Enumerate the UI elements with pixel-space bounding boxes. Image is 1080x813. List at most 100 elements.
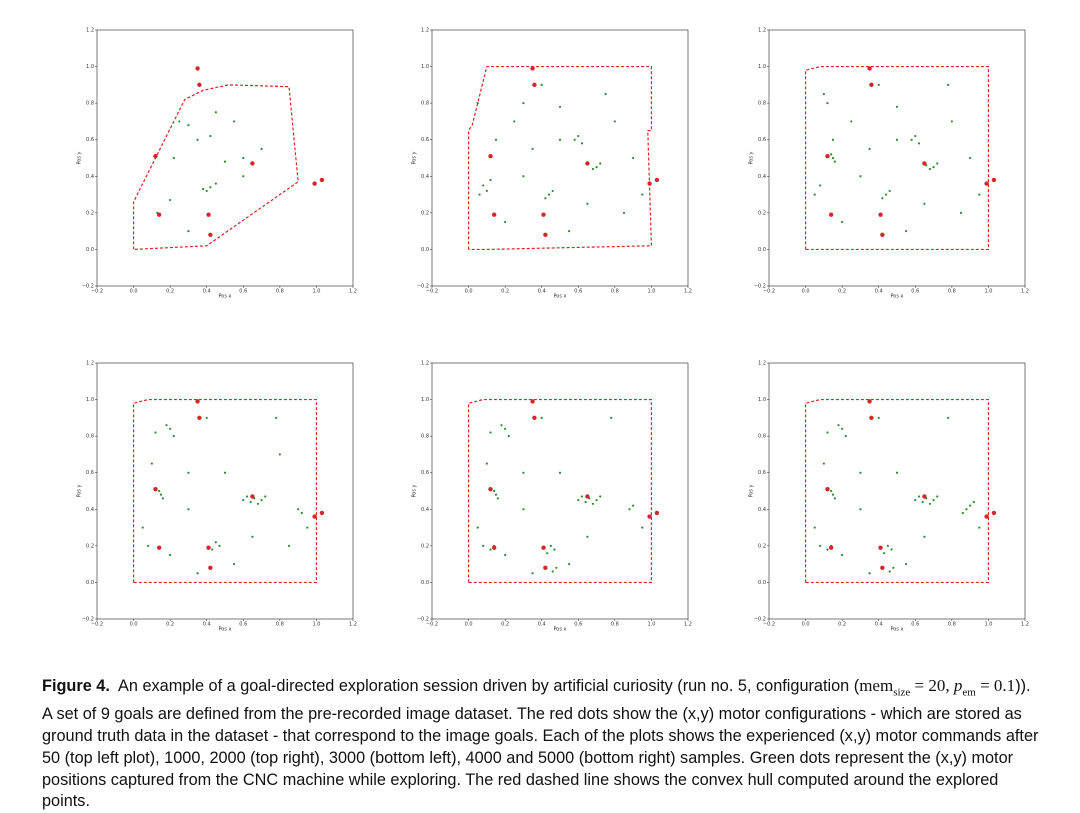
x-tick-label: 0.2 <box>838 622 846 628</box>
convex-hull <box>132 398 318 584</box>
y-tick-label: 0.6 <box>421 470 429 476</box>
y-tick-label: 0.6 <box>86 137 94 143</box>
goal-point <box>984 514 989 519</box>
explored-point <box>489 178 492 182</box>
explored-point <box>895 471 899 474</box>
y-tick-label: 1.0 <box>421 64 429 70</box>
explored-point <box>932 166 935 169</box>
y-tick-label: 0.8 <box>86 101 94 107</box>
explored-point <box>826 102 829 105</box>
convex-hull <box>132 84 299 251</box>
x-tick-label: 0.6 <box>911 289 919 295</box>
goal-point <box>156 212 162 217</box>
explored-point <box>917 495 921 498</box>
x-tick-label: −0.2 <box>763 622 775 628</box>
goal-point <box>530 66 535 71</box>
goal-point <box>878 545 883 550</box>
explored-point <box>245 495 249 498</box>
y-tick-label: 1.2 <box>86 361 94 367</box>
goal-point <box>654 177 660 183</box>
goal-point <box>654 510 660 516</box>
goal-point <box>488 486 493 492</box>
x-tick-label: 0.0 <box>802 289 810 295</box>
explored-point <box>147 544 150 547</box>
explored-point <box>632 504 635 507</box>
x-tick-label: 0.2 <box>166 622 174 628</box>
x-tick-label: 0.6 <box>239 289 247 295</box>
explored-point <box>586 202 589 205</box>
explored-point <box>632 156 635 160</box>
explored-point <box>504 220 507 224</box>
explored-point <box>540 416 543 419</box>
y-tick-label: 1.0 <box>421 397 429 403</box>
explored-point <box>558 105 562 108</box>
y-tick-label: −0.2 <box>417 617 429 623</box>
explored-point <box>890 548 893 551</box>
explored-point <box>959 211 963 214</box>
y-tick-label: 0.6 <box>86 470 94 476</box>
explored-point <box>580 495 584 498</box>
explored-point <box>256 502 260 505</box>
y-tick-label: 1.2 <box>758 361 766 367</box>
explored-point <box>158 489 161 493</box>
explored-point <box>546 552 549 555</box>
explored-point <box>584 500 587 504</box>
y-tick-label: 0.8 <box>86 434 94 440</box>
y-tick-label: 1.0 <box>86 64 94 70</box>
explored-point <box>260 499 263 502</box>
math-mem: mem <box>859 676 894 695</box>
subplot: −0.2 0.0 0.2 0.4 0.6 0.8 1.0 1.2 −0.2 0.0 0.2 0.4 0.… <box>412 28 692 300</box>
explored-point <box>531 147 534 150</box>
x-tick-label: 0.6 <box>911 622 919 628</box>
explored-point <box>201 187 205 191</box>
explored-point <box>830 489 833 493</box>
goal-point <box>530 399 535 404</box>
explored-point <box>300 511 303 515</box>
explored-point <box>169 553 172 557</box>
explored-point <box>905 563 908 566</box>
explored-point <box>522 471 525 474</box>
explored-point <box>895 138 899 141</box>
y-tick-label: 1.2 <box>421 361 429 367</box>
explored-point <box>504 553 507 557</box>
goal-point <box>543 232 548 237</box>
x-axis-label: Pos x <box>553 627 566 633</box>
explored-point <box>978 526 981 529</box>
explored-point <box>928 167 932 171</box>
explored-point <box>555 566 558 569</box>
y-tick-label: 1.2 <box>758 28 766 34</box>
y-tick-label: 0.2 <box>758 210 766 216</box>
caption: Figure 4. An example of a goal-directed … <box>42 675 1042 813</box>
explored-point <box>591 167 595 171</box>
y-tick-label: 0.4 <box>86 174 94 180</box>
goal-point <box>197 82 202 88</box>
explored-point <box>622 211 626 214</box>
y-axis-label: Pos y <box>412 151 418 164</box>
explored-point <box>599 162 602 165</box>
x-axis-label: Pos x <box>890 627 903 633</box>
goal-point <box>206 545 211 550</box>
explored-point <box>507 435 510 438</box>
y-tick-label: 0.0 <box>421 247 429 253</box>
goal-point <box>250 494 255 499</box>
explored-point <box>496 497 499 500</box>
convex-hull <box>467 398 653 584</box>
goal-point <box>541 212 546 217</box>
explored-point <box>493 489 496 493</box>
x-tick-label: 0.2 <box>501 289 509 295</box>
explored-point <box>819 184 822 187</box>
explored-point <box>233 120 236 123</box>
goal-point <box>208 232 213 237</box>
goal-point <box>878 212 883 217</box>
explored-point <box>482 544 485 547</box>
y-tick-label: 0.2 <box>421 543 429 549</box>
explored-point <box>910 138 913 141</box>
explored-point <box>813 193 816 196</box>
explored-point <box>833 497 836 500</box>
y-tick-label: 1.2 <box>421 28 429 34</box>
explored-point <box>914 499 917 502</box>
goal-point <box>867 66 872 71</box>
explored-point <box>150 462 153 465</box>
explored-point <box>211 548 214 551</box>
explored-point <box>591 502 595 505</box>
